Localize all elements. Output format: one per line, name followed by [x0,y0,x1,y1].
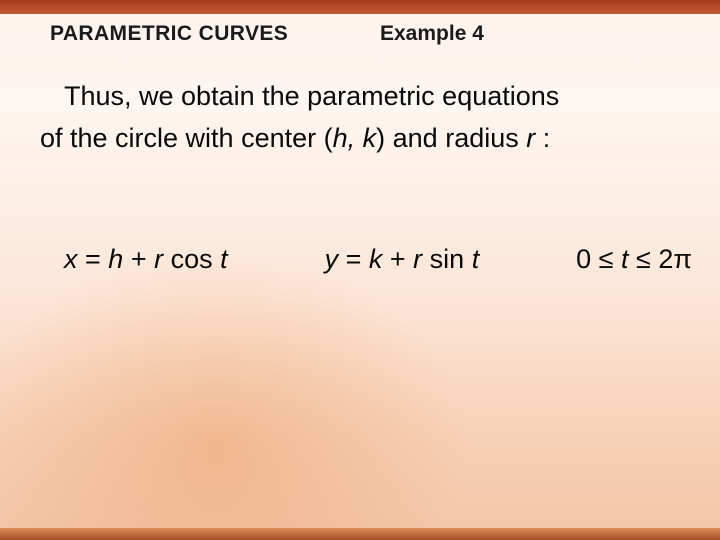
eq1-eq: = [78,244,109,274]
eq2-fn: sin [422,244,472,274]
eq2-lhs: y [325,244,339,274]
equation-row: x = h + r cos t y = k + r sin t 0 ≤ t ≤ … [64,244,692,275]
bottom-accent-bar [0,528,720,540]
body-hk: h, k [333,123,377,153]
eq2-k: k [369,244,383,274]
eq3-t: t [621,244,629,274]
eq1-plus: + [123,244,154,274]
eq1-h: h [108,244,123,274]
equation-x: x = h + r cos t [64,244,228,275]
slide: PARAMETRIC CURVES Example 4 Thus, we obt… [0,0,720,540]
body-r: r [526,123,535,153]
section-title: PARAMETRIC CURVES [50,22,288,46]
body-paragraph: Thus, we obtain the parametric equations… [40,76,680,160]
eq3-hi: ≤ 2π [629,244,692,274]
eq2-eq: = [338,244,369,274]
body-line2-b: ) and radius [376,123,526,153]
eq1-t: t [220,244,228,274]
eq1-lhs: x [64,244,78,274]
example-label: Example 4 [380,22,484,46]
slide-body: Thus, we obtain the parametric equations… [40,76,680,160]
slide-header: PARAMETRIC CURVES Example 4 [50,22,680,46]
body-line2-c: : [535,123,550,153]
eq2-r: r [413,244,422,274]
eq2-plus: + [382,244,413,274]
equation-y: y = k + r sin t [325,244,480,275]
top-accent-bar [0,0,720,14]
body-line1: Thus, we obtain the parametric equations [64,81,559,111]
eq3-lo: 0 ≤ [576,244,621,274]
eq2-t: t [472,244,480,274]
eq1-fn: cos [163,244,220,274]
body-line2-a: of the circle with center ( [40,123,333,153]
equation-range: 0 ≤ t ≤ 2π [576,244,692,275]
eq1-r: r [154,244,163,274]
